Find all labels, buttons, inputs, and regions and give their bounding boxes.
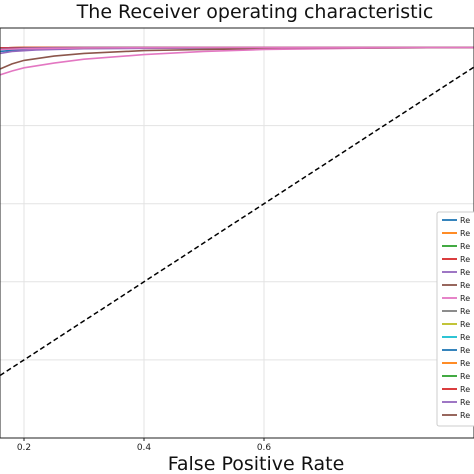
legend-label-6: Re — [460, 294, 470, 303]
x-tick-label-0: 0.2 — [17, 443, 31, 453]
x-ticks: 0.2 0.4 0.6 — [17, 438, 272, 453]
roc-series-line-16 — [0, 46, 474, 51]
legend-label-14: Re — [460, 398, 470, 407]
legend-label-9: Re — [460, 333, 470, 342]
legend-label-15: Re — [460, 411, 470, 420]
legend-label-12: Re — [460, 372, 470, 381]
legend-label-3: Re — [460, 255, 470, 264]
grid — [0, 28, 474, 438]
roc-series-line-6 — [0, 46, 474, 76]
legend: Re Re Re Re Re Re Re Re Re Re Re Re Re Re Re Re — [436, 211, 474, 427]
x-tick-label-1: 0.4 — [137, 443, 152, 453]
series-layer — [0, 46, 474, 377]
legend-label-11: Re — [460, 359, 470, 368]
legend-label-10: Re — [460, 346, 470, 355]
plot-frame — [0, 27, 474, 439]
x-tick-label-2: 0.6 — [257, 443, 272, 453]
legend-label-7: Re — [460, 307, 470, 316]
legend-label-0: Re — [460, 216, 470, 225]
legend-box — [436, 211, 474, 427]
chart-title: The Receiver operating characteristic — [76, 1, 434, 23]
legend-label-2: Re — [460, 242, 470, 251]
legend-label-13: Re — [460, 385, 470, 394]
x-axis-label: False Positive Rate — [168, 453, 345, 474]
legend-label-5: Re — [460, 281, 470, 290]
chance-diagonal-line — [0, 66, 474, 377]
legend-label-4: Re — [460, 268, 470, 277]
legend-label-8: Re — [460, 320, 470, 329]
legend-label-1: Re — [460, 229, 470, 238]
